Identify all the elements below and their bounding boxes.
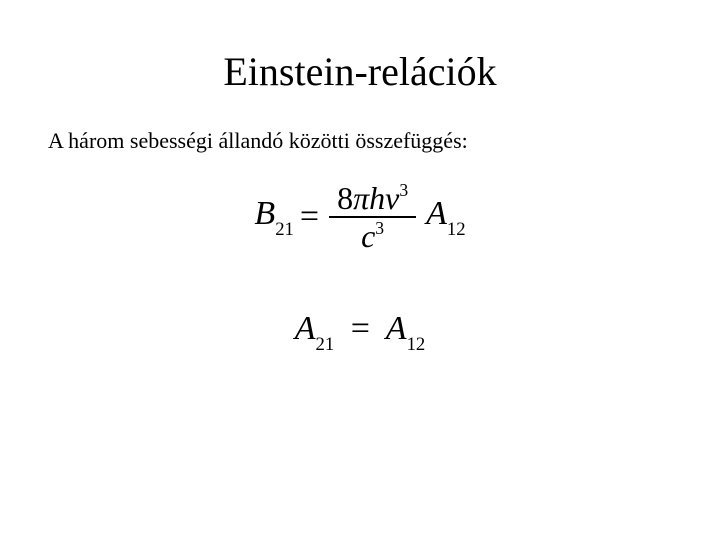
eq1-num-h: h (369, 180, 385, 216)
eq1-lhs: B21 (254, 197, 293, 237)
page-title: Einstein-relációk (0, 48, 720, 95)
eq1-lhs-symbol: B (254, 195, 275, 232)
slide: Einstein-relációk A három sebességi álla… (0, 0, 720, 540)
eq1-lhs-sub: 21 (275, 219, 294, 240)
equation-2: A21 = A12 (295, 310, 426, 353)
eq2-lhs-symbol: A (295, 310, 316, 347)
eq1-denominator: c3 (353, 218, 392, 254)
eq1-num-coeff: 8 (337, 180, 353, 216)
eq1-den-c-sup: 3 (375, 218, 384, 238)
eq1-num-nu-sup: 3 (399, 180, 408, 200)
eq1-num-pi: π (353, 180, 369, 216)
eq1-rhs: A12 (426, 197, 465, 237)
equation-1: B21 = 8πhν3 c3 A12 (254, 180, 465, 254)
eq2-rhs-symbol: A (386, 310, 407, 347)
eq1-numerator: 8πhν3 (329, 180, 416, 216)
eq1-num-nu: ν (385, 180, 399, 216)
eq1-equals: = (300, 200, 319, 234)
equation-area: B21 = 8πhν3 c3 A12 (0, 180, 720, 353)
eq2-lhs: A21 (295, 310, 343, 347)
subtitle-text: A három sebességi állandó közötti összef… (48, 128, 468, 154)
eq2-rhs-sub: 12 (407, 334, 426, 355)
eq2-equals: = (351, 310, 370, 347)
eq1-den-c: c (361, 218, 375, 254)
eq2-lhs-sub: 21 (316, 334, 335, 355)
eq1-rhs-sub: 12 (447, 219, 466, 240)
eq1-rhs-symbol: A (426, 195, 447, 232)
eq1-fraction: 8πhν3 c3 (329, 180, 416, 254)
eq2-rhs: A12 (386, 310, 425, 347)
